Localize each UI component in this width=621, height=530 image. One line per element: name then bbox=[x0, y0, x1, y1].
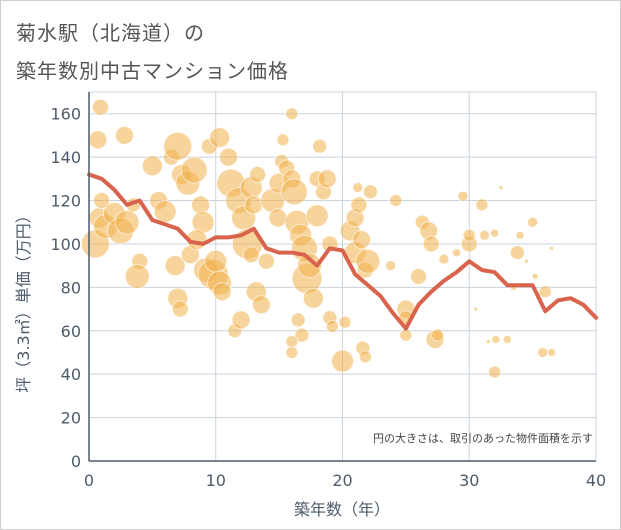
data-bubble bbox=[297, 253, 323, 279]
data-bubble bbox=[285, 345, 299, 359]
data-bubble bbox=[485, 339, 491, 345]
data-bubble bbox=[204, 249, 228, 273]
x-axis-label: 築年数（年） bbox=[294, 500, 390, 519]
data-bubble bbox=[251, 295, 271, 315]
data-bubble bbox=[305, 204, 329, 228]
y-tick-label: 20 bbox=[61, 409, 81, 428]
y-tick-label: 0 bbox=[71, 452, 81, 471]
data-bubble bbox=[389, 194, 403, 208]
y-tick-label: 160 bbox=[50, 105, 81, 124]
data-bubble bbox=[473, 306, 479, 312]
data-bubble bbox=[478, 229, 490, 241]
data-bubble bbox=[331, 349, 354, 373]
data-bubble bbox=[355, 248, 381, 274]
data-bubble bbox=[153, 199, 177, 223]
data-bubble bbox=[462, 228, 476, 242]
data-bubble bbox=[325, 319, 339, 333]
data-bubble bbox=[285, 107, 299, 121]
data-bubble bbox=[290, 312, 306, 328]
data-bubble bbox=[547, 347, 557, 357]
data-bubble bbox=[91, 98, 109, 116]
data-bubble bbox=[502, 334, 512, 344]
data-bubble bbox=[488, 365, 502, 379]
x-tick-label: 0 bbox=[84, 471, 94, 490]
trend-line-layer bbox=[87, 172, 598, 331]
data-bubble bbox=[538, 285, 552, 299]
y-tick-label: 60 bbox=[61, 322, 81, 341]
data-bubble bbox=[431, 328, 445, 342]
data-bubble bbox=[249, 165, 267, 183]
x-tick-label: 10 bbox=[206, 471, 226, 490]
data-bubble bbox=[498, 185, 504, 191]
data-bubble bbox=[317, 169, 337, 189]
average-price-line bbox=[87, 172, 598, 331]
data-bubble bbox=[124, 264, 150, 289]
data-bubble bbox=[457, 190, 469, 202]
data-bubble bbox=[438, 253, 450, 265]
data-bubble bbox=[114, 125, 134, 145]
y-axis-label: 坪（3.3㎡）単価（万円） bbox=[14, 207, 33, 392]
x-tick-label: 20 bbox=[332, 471, 352, 490]
data-bubble bbox=[88, 130, 108, 150]
grid bbox=[88, 91, 597, 462]
data-bubble bbox=[268, 208, 288, 228]
data-bubble bbox=[257, 252, 275, 270]
data-bubble bbox=[350, 196, 368, 214]
data-bubble bbox=[231, 310, 251, 330]
data-bubble bbox=[362, 184, 378, 200]
data-bubble bbox=[422, 235, 440, 253]
data-bubble bbox=[549, 245, 555, 251]
bubble-layer bbox=[80, 98, 557, 379]
x-tick-label: 40 bbox=[586, 471, 606, 490]
y-tick-label: 100 bbox=[50, 235, 81, 254]
data-bubble bbox=[93, 192, 111, 210]
data-bubble bbox=[475, 198, 489, 212]
data-bubble bbox=[280, 178, 308, 206]
data-bubble bbox=[537, 346, 549, 358]
data-bubble bbox=[164, 255, 186, 277]
data-bubble bbox=[399, 328, 413, 342]
y-tick-label: 80 bbox=[61, 278, 81, 297]
data-bubble bbox=[141, 155, 163, 177]
data-bubble bbox=[410, 268, 428, 285]
data-bubble bbox=[218, 147, 238, 167]
data-bubble bbox=[242, 246, 260, 264]
data-bubble bbox=[490, 228, 500, 238]
data-bubble bbox=[285, 335, 299, 349]
data-bubble bbox=[294, 327, 310, 343]
data-bubble bbox=[180, 156, 208, 184]
axes: 0 20 40 60 80 100 120 140 160 0 10 20 30 40 bbox=[50, 92, 606, 490]
chart-title-line1: 菊水駅（北海道）の bbox=[16, 21, 205, 45]
data-bubble bbox=[114, 209, 140, 235]
data-bubble bbox=[515, 230, 525, 240]
data-bubble bbox=[312, 138, 328, 154]
data-bubble bbox=[358, 350, 372, 364]
data-bubble bbox=[276, 133, 290, 147]
y-tick-label: 40 bbox=[61, 365, 81, 384]
data-bubble bbox=[338, 315, 352, 329]
data-bubble bbox=[171, 300, 189, 318]
data-bubble bbox=[523, 258, 529, 264]
size-annotation: 円の大きさは、取引のあった物件面積を示す bbox=[373, 431, 593, 445]
y-tick-label: 120 bbox=[50, 192, 81, 211]
data-bubble bbox=[531, 273, 539, 280]
data-bubble bbox=[209, 127, 231, 149]
data-bubble bbox=[302, 287, 324, 309]
x-tick-label: 30 bbox=[459, 471, 479, 490]
data-bubble bbox=[491, 334, 501, 344]
data-bubble bbox=[509, 245, 525, 261]
data-bubble bbox=[163, 131, 193, 161]
data-bubble bbox=[212, 282, 232, 302]
data-bubble bbox=[244, 195, 264, 215]
data-bubble bbox=[527, 216, 539, 228]
data-bubble bbox=[352, 182, 364, 194]
y-tick-label: 140 bbox=[50, 148, 81, 167]
data-bubble bbox=[452, 248, 462, 258]
data-bubble bbox=[352, 230, 372, 250]
chart-title-line2: 築年数別中古マンション価格 bbox=[16, 59, 289, 83]
data-bubble bbox=[385, 260, 397, 272]
